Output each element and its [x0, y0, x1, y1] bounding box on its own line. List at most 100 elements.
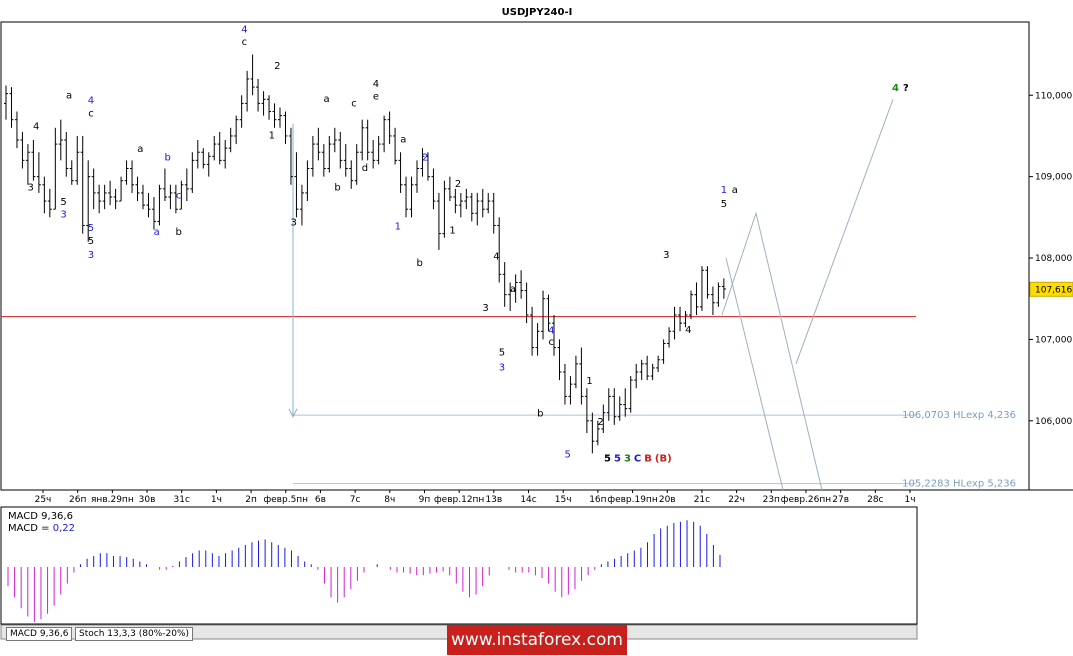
tab-macd[interactable]: MACD 9,36,6 [6, 627, 73, 641]
time-tick-label: февр.12пн [434, 495, 484, 505]
macd-value-prefix: MACD = [8, 523, 53, 534]
price-bar [678, 306, 683, 332]
price-bar [628, 376, 633, 413]
price-bar [327, 135, 332, 173]
time-tick-label: 14с [520, 495, 536, 505]
price-bar [650, 363, 655, 381]
price-bar [190, 152, 195, 193]
price-bar [360, 119, 365, 161]
price-bar [530, 306, 535, 356]
wave-label: 5 [721, 199, 727, 210]
time-tick-label: 30в [139, 495, 156, 505]
wave-group-token: B [644, 454, 652, 465]
wave-label: 1 [721, 185, 727, 196]
price-bar [431, 168, 436, 210]
wave-label: 2 [455, 179, 461, 190]
price-tick-label: 110,000 [1035, 91, 1072, 101]
wave-label: 1 [449, 226, 455, 237]
price-tick-label: 106,000 [1035, 417, 1072, 427]
price-bar [305, 160, 310, 202]
projection-lines [288, 99, 894, 491]
price-bar [595, 420, 600, 446]
price-bar [469, 192, 474, 222]
wave-label: 3 [499, 362, 505, 373]
price-bar [58, 119, 63, 161]
price-bar [184, 168, 189, 202]
price-bar [710, 286, 715, 316]
time-tick-label: 23п [763, 495, 780, 505]
wave-label: a [732, 185, 738, 196]
wave-label: c [549, 337, 555, 348]
price-bar [151, 196, 156, 230]
price-bar [584, 388, 589, 434]
wave-label: a [400, 134, 406, 145]
time-tick-label: 21с [694, 495, 710, 505]
price-bar [442, 180, 447, 238]
target-wave-label: 4? [892, 83, 909, 94]
price-bar [415, 160, 419, 193]
price-bar [683, 310, 688, 328]
wave-label: c [351, 99, 357, 110]
wave-label: a [66, 91, 72, 102]
wave-label: 4 [241, 25, 247, 36]
price-bar [102, 184, 107, 210]
wave-label: b [537, 409, 543, 420]
price-bar [656, 355, 661, 372]
price-bar [590, 412, 595, 454]
price-bar [601, 404, 606, 434]
price-bars [4, 54, 726, 454]
price-bar [261, 91, 266, 116]
price-bar [491, 192, 496, 234]
price-bar [157, 184, 162, 226]
price-bar [64, 131, 69, 177]
price-bar [425, 152, 430, 181]
price-bar [267, 95, 272, 120]
watermark-banner[interactable]: www.instaforex.com [447, 625, 627, 655]
time-tick-label: 13в [485, 495, 502, 505]
level-label-0: 106,0703 HLexp 4,236 [902, 410, 1016, 421]
price-bar [639, 359, 644, 381]
price-bar [316, 127, 321, 161]
price-bar [672, 306, 677, 340]
price-bar [458, 192, 463, 218]
level-label-1: 105,2283 HLexp 5,236 [902, 479, 1016, 490]
wave-label: 3 [482, 303, 488, 314]
time-tick-label: 22ч [728, 495, 745, 505]
price-bar [75, 135, 80, 185]
price-bar [206, 152, 211, 177]
wave-label: 4 [373, 79, 379, 90]
chart-title: USDJPY240-I [502, 7, 573, 18]
wave-label: a [137, 144, 143, 155]
price-bar [447, 176, 452, 202]
price-bar [217, 131, 222, 165]
price-bar [239, 95, 244, 128]
time-tick-label: 25ч [35, 495, 52, 505]
projection-path-a [721, 211, 823, 491]
wave-label: b [417, 258, 423, 269]
price-bar [382, 115, 387, 153]
time-tick-label: 6в [315, 495, 326, 505]
time-tick-label: 7с [350, 495, 361, 505]
price-bar [562, 363, 567, 405]
wave-label: 2 [274, 61, 280, 72]
price-bar [42, 176, 47, 214]
wave-label: b [175, 227, 181, 238]
price-bar [86, 160, 91, 242]
time-tick-label: февр.26пн [781, 495, 831, 505]
wave-label: 3 [663, 250, 669, 261]
price-bar [162, 168, 167, 202]
price-bar [343, 144, 348, 177]
price-bar [272, 103, 277, 128]
price-bar [130, 160, 135, 193]
tab-stochastic[interactable]: Stoch 13,3,3 (80%-20%) [75, 627, 194, 641]
price-bar [173, 184, 178, 214]
main-plot-border [0, 21, 1030, 491]
price-bar [513, 274, 518, 303]
price-bar [721, 278, 726, 299]
price-bar [278, 107, 282, 128]
price-bar [4, 85, 8, 120]
price-bar [310, 135, 315, 177]
